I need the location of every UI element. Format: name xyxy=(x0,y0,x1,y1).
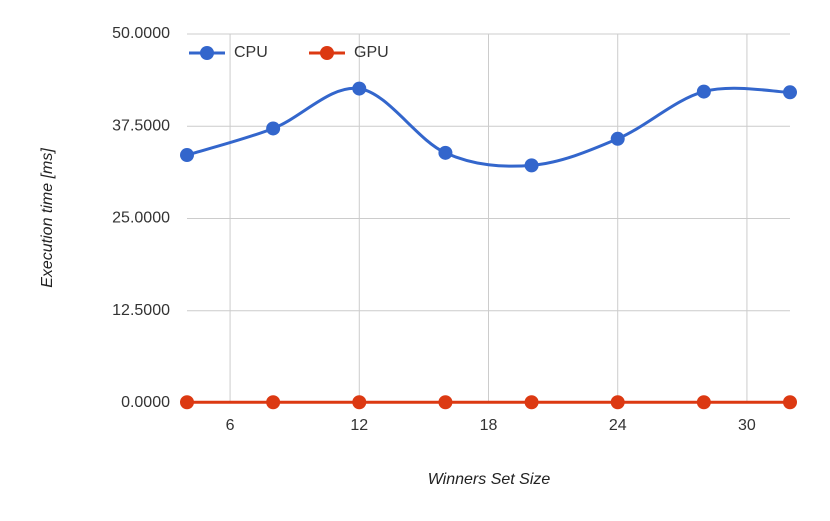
x-tick-label: 12 xyxy=(350,417,368,434)
x-tick-label: 24 xyxy=(609,417,627,434)
data-point xyxy=(266,121,281,136)
y-axis-title: Execution time [ms] xyxy=(39,148,56,288)
legend-marker xyxy=(320,46,334,60)
data-point xyxy=(266,395,281,410)
data-point xyxy=(696,395,711,410)
data-point xyxy=(783,395,797,410)
y-tick-label: 12.5000 xyxy=(112,302,170,319)
data-point xyxy=(524,395,539,410)
x-tick-label: 18 xyxy=(480,417,498,434)
y-tick-label: 37.5000 xyxy=(112,117,170,134)
y-tick-label: 50.0000 xyxy=(112,25,170,42)
data-point xyxy=(696,84,711,99)
data-point xyxy=(610,395,625,410)
data-point xyxy=(352,81,367,96)
legend-label: GPU xyxy=(354,44,389,61)
data-point xyxy=(438,145,453,160)
series-line xyxy=(186,86,791,168)
x-axis-title: Winners Set Size xyxy=(428,471,551,488)
legend-label: CPU xyxy=(234,44,268,61)
data-point xyxy=(180,148,194,163)
data-point xyxy=(352,395,367,410)
x-tick-label: 30 xyxy=(738,417,756,434)
data-point xyxy=(610,131,625,146)
data-point xyxy=(524,158,539,173)
x-tick-label: 6 xyxy=(226,417,235,434)
y-tick-label: 25.0000 xyxy=(112,210,170,227)
data-point xyxy=(783,85,797,100)
data-point xyxy=(180,395,194,410)
legend-marker xyxy=(200,46,214,60)
data-point xyxy=(438,395,453,410)
y-tick-label: 0.0000 xyxy=(121,394,170,411)
